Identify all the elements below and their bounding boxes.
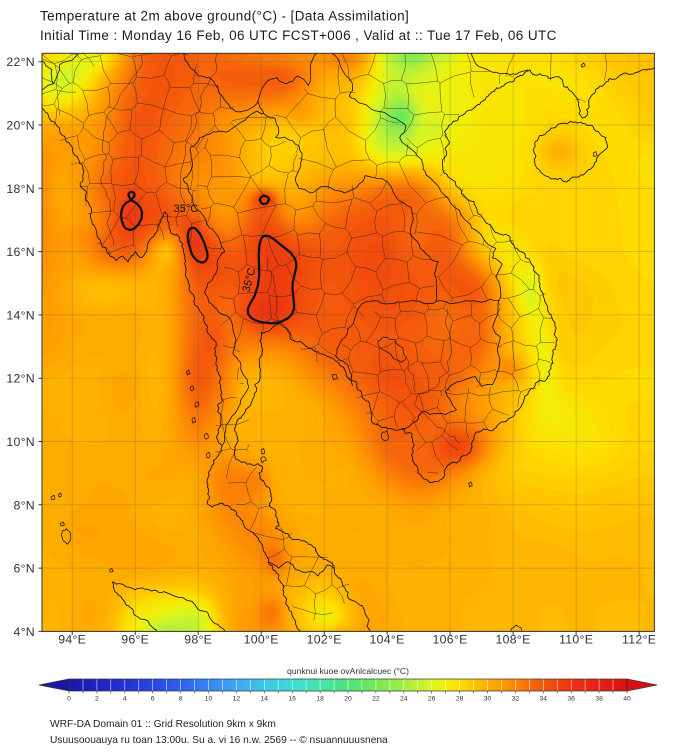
svg-text:4: 4 <box>123 696 127 703</box>
svg-text:30: 30 <box>484 696 492 703</box>
svg-text:38: 38 <box>595 696 603 703</box>
svg-text:10°N: 10°N <box>6 435 35 449</box>
svg-text:14: 14 <box>261 696 269 703</box>
svg-text:6°N: 6°N <box>13 562 35 576</box>
svg-text:8: 8 <box>179 696 183 703</box>
svg-text:Usuusoouauya ru toan 13:00u. S: Usuusoouauya ru toan 13:00u. Su a. vi 16… <box>50 735 388 746</box>
svg-text:12: 12 <box>233 696 241 703</box>
svg-text:16: 16 <box>288 696 296 703</box>
svg-text:32: 32 <box>512 696 520 703</box>
svg-text:12°N: 12°N <box>6 372 35 386</box>
svg-text:qunknui kuoe ovAnlcalcuec (°C): qunknui kuoe ovAnlcalcuec (°C) <box>287 666 409 676</box>
svg-text:8°N: 8°N <box>13 498 35 512</box>
svg-text:22: 22 <box>372 696 380 703</box>
svg-text:26: 26 <box>428 696 436 703</box>
svg-text:34: 34 <box>540 696 548 703</box>
svg-text:2: 2 <box>95 696 99 703</box>
svg-text:Initial Time : Monday 16 Feb,: Initial Time : Monday 16 Feb, 06 UTC FCS… <box>40 28 557 43</box>
svg-text:16°N: 16°N <box>6 245 35 259</box>
svg-text:18°N: 18°N <box>6 182 35 196</box>
svg-text:102°E: 102°E <box>307 633 342 647</box>
svg-text:22°N: 22°N <box>6 55 35 69</box>
svg-text:Temperature at 2m above ground: Temperature at 2m above ground(°C) - [Da… <box>40 9 409 24</box>
svg-text:108°E: 108°E <box>496 633 531 647</box>
svg-text:24: 24 <box>400 696 408 703</box>
svg-text:98°E: 98°E <box>184 633 212 647</box>
svg-text:4°N: 4°N <box>13 625 35 639</box>
svg-text:112°E: 112°E <box>622 633 656 647</box>
svg-text:28: 28 <box>456 696 464 703</box>
svg-text:100°E: 100°E <box>244 633 279 647</box>
svg-text:WRF-DA Domain 01 :: Grid Resol: WRF-DA Domain 01 :: Grid Resolution 9km … <box>50 719 276 730</box>
svg-text:14°N: 14°N <box>6 308 35 322</box>
svg-text:35°C: 35°C <box>174 203 199 215</box>
svg-text:36: 36 <box>567 696 575 703</box>
svg-text:104°E: 104°E <box>370 633 405 647</box>
svg-text:20°N: 20°N <box>6 119 35 133</box>
svg-text:110°E: 110°E <box>559 633 593 647</box>
svg-text:96°E: 96°E <box>121 633 149 647</box>
svg-text:20: 20 <box>344 696 352 703</box>
svg-text:106°E: 106°E <box>433 633 468 647</box>
svg-text:40: 40 <box>623 696 631 703</box>
svg-text:6: 6 <box>151 696 155 703</box>
svg-text:94°E: 94°E <box>58 633 86 647</box>
svg-text:0: 0 <box>67 696 71 703</box>
svg-text:18: 18 <box>316 696 324 703</box>
svg-text:10: 10 <box>205 696 213 703</box>
